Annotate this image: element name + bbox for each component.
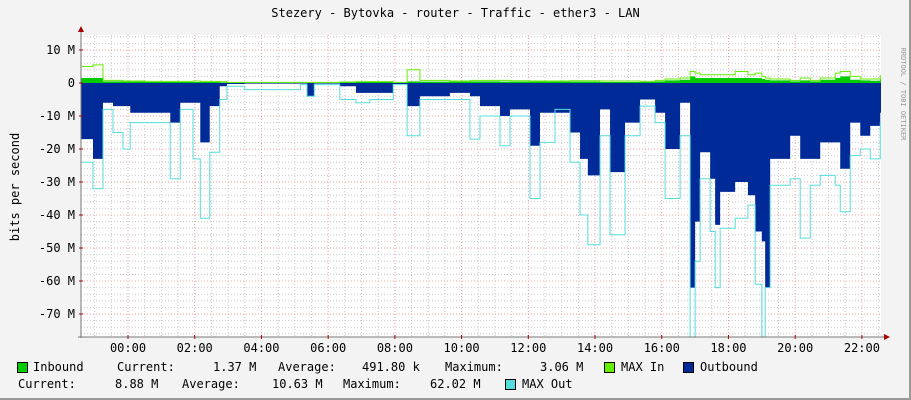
inbound-swatch (17, 362, 28, 373)
legend-inbound-current-label: Current: (117, 360, 175, 374)
legend-outbound-average: 10.63 M (272, 377, 323, 391)
x-tick-label: 16:00 (644, 341, 680, 355)
x-tick-label: 04:00 (243, 341, 279, 355)
legend-outbound-current-label: Current: (18, 377, 76, 391)
y-axis-arrow-icon (78, 26, 84, 32)
chart-title: Stezery - Bytovka - router - Traffic - e… (271, 6, 640, 20)
y-tick-label: -70 M (39, 307, 75, 321)
legend-outbound-maximum: 62.02 M (430, 377, 481, 391)
legend-inbound-maximum-label: Maximum: (445, 360, 503, 374)
legend-inbound-current: 1.37 M (213, 360, 257, 374)
inbound-area (81, 76, 881, 83)
legend-inbound-maximum: 3.06 M (540, 360, 584, 374)
legend-max-out-label: MAX Out (522, 377, 573, 391)
legend-inbound-average-label: Average: (278, 360, 336, 374)
legend-outbound-maximum-label: Maximum: (343, 377, 401, 391)
grid (81, 35, 881, 337)
y-tick-label: -60 M (39, 274, 75, 288)
x-tick-label: 14:00 (577, 341, 613, 355)
x-tick-label: 18:00 (710, 341, 746, 355)
y-tick-label: -50 M (39, 241, 75, 255)
x-tick-label: 02:00 (177, 341, 213, 355)
y-tick-label: -20 M (39, 142, 75, 156)
max-out-line (81, 84, 881, 338)
legend-max-in-label: MAX In (621, 360, 665, 374)
x-tick-label: 22:00 (844, 341, 880, 355)
x-tick-label: 06:00 (310, 341, 346, 355)
x-tick-label: 00:00 (110, 341, 146, 355)
max-in-line (81, 64, 881, 83)
x-tick-label: 08:00 (377, 341, 413, 355)
y-tick-label: 10 M (46, 43, 75, 57)
y-tick-label: 0 (68, 76, 75, 90)
outbound-swatch (683, 362, 694, 373)
legend-outbound-average-label: Average: (182, 377, 240, 391)
axes: 10 M 0 -10 M -20 M -30 M -40 M -50 M -60 M -70 M… (39, 26, 890, 355)
max-in-swatch (604, 362, 615, 373)
max-out-swatch (505, 379, 516, 390)
series-marks (81, 64, 881, 338)
legend-outbound-current: 8.88 M (115, 377, 159, 391)
outbound-area (81, 83, 881, 288)
x-tick-label: 12:00 (510, 341, 546, 355)
legend-outbound-label: Outbound (700, 360, 758, 374)
x-tick-label: 10:00 (444, 341, 480, 355)
y-tick-label: -30 M (39, 175, 75, 189)
y-tick-label: -10 M (39, 109, 75, 123)
legend-inbound-average: 491.80 k (362, 360, 420, 374)
legend-inbound-label: Inbound (33, 360, 84, 374)
x-axis-arrow-icon (884, 334, 890, 340)
y-tick-label: -40 M (39, 208, 75, 222)
x-tick-label: 20:00 (777, 341, 813, 355)
